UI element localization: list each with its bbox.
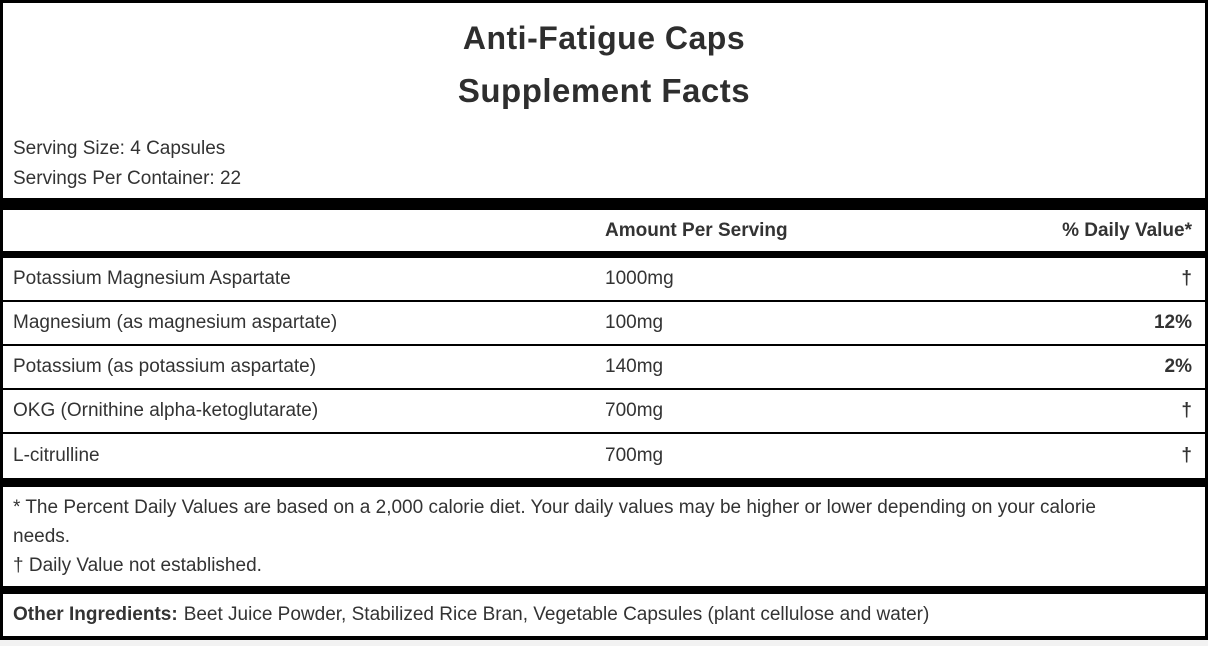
ingredient-daily-value: † (1181, 400, 1192, 421)
thick-divider-header (3, 251, 1205, 258)
ingredient-amount: 700mg (605, 445, 664, 466)
ingredient-amount: 700mg (605, 400, 664, 421)
ingredient-name: Magnesium (as magnesium aspartate) (13, 312, 338, 333)
table-row: L-citrulline 700mg † (3, 434, 1205, 478)
product-title: Anti-Fatigue Caps (462, 20, 746, 56)
table-row: Potassium (as potassium aspartate) 140mg… (3, 346, 1205, 390)
ingredient-name: Potassium (as potassium aspartate) (13, 356, 317, 377)
servings-per-container: Servings Per Container: 22 (13, 168, 242, 189)
ingredient-name: OKG (Ornithine alpha-ketoglutarate) (13, 400, 319, 421)
ingredient-name: L-citrulline (13, 445, 100, 466)
thick-divider-other-ingredients (3, 586, 1205, 594)
ingredient-daily-value: 2% (1164, 356, 1192, 377)
thick-divider-footnotes (3, 478, 1205, 487)
serving-info: Serving Size: 4 Capsules Servings Per Co… (3, 134, 1205, 194)
ingredient-daily-value: † (1181, 268, 1192, 289)
ingredient-daily-value: † (1181, 445, 1192, 466)
supplement-facts-heading: Supplement Facts (457, 72, 751, 109)
footnotes: * The Percent Daily Values are based on … (3, 487, 1205, 586)
table-row: Magnesium (as magnesium aspartate) 100mg… (3, 302, 1205, 346)
other-ingredients-section: Other Ingredients: Beet Juice Powder, St… (3, 594, 1205, 636)
serving-size: Serving Size: 4 Capsules (13, 138, 226, 159)
table-header-row: Amount Per Serving % Daily Value* (3, 210, 1205, 251)
other-ingredients-text: Beet Juice Powder, Stabilized Rice Bran,… (183, 604, 930, 625)
other-ingredients-label: Other Ingredients: (13, 604, 178, 625)
amount-per-serving-header: Amount Per Serving (605, 219, 788, 241)
percent-daily-value-footnote: * The Percent Daily Values are based on … (13, 497, 1096, 547)
ingredient-amount: 140mg (605, 356, 664, 377)
daily-value-header: % Daily Value* (1062, 219, 1192, 241)
thick-divider-top (3, 198, 1205, 210)
table-row: OKG (Ornithine alpha-ketoglutarate) 700m… (3, 390, 1205, 434)
ingredient-daily-value: 12% (1153, 312, 1192, 333)
table-row: Potassium Magnesium Aspartate 1000mg † (3, 258, 1205, 302)
ingredient-amount: 100mg (605, 312, 664, 333)
ingredient-name: Potassium Magnesium Aspartate (13, 268, 291, 289)
dagger-footnote: † Daily Value not established. (13, 555, 262, 576)
ingredient-amount: 1000mg (605, 268, 674, 289)
